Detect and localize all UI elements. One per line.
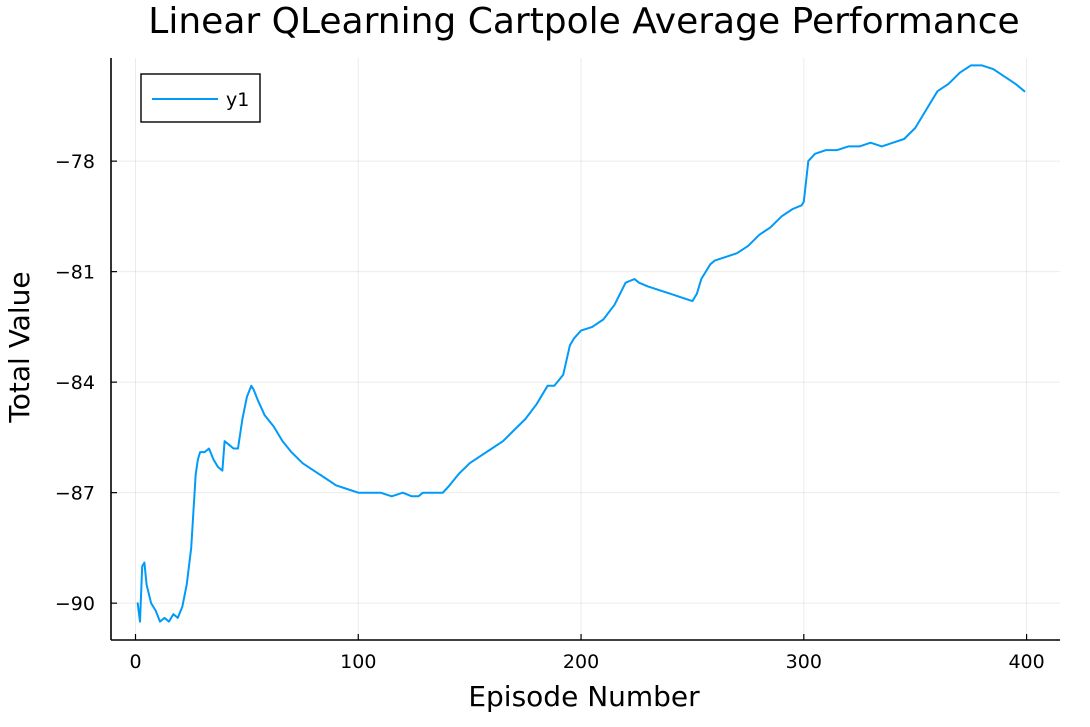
x-tick-label: 400 [1008, 651, 1044, 673]
series-line-y1 [136, 64, 1026, 623]
legend: y1 [140, 73, 261, 123]
grid [111, 58, 1060, 640]
y-tick-label: −90 [55, 593, 95, 615]
x-tick-label: 200 [563, 651, 599, 673]
x-axis-label: Episode Number [468, 680, 700, 713]
tick-labels: 0 100 200 300 400 −90 −87 −84 −81 −78 [55, 151, 1045, 673]
series-layer [136, 64, 1026, 623]
chart-title: Linear QLearning Cartpole Average Perfor… [148, 1, 1019, 42]
y-tick-label: −78 [55, 151, 95, 173]
y-axis-label: Total Value [3, 271, 36, 423]
legend-label-y1: y1 [226, 89, 249, 111]
x-tick-label: 0 [129, 651, 141, 673]
axes [110, 58, 1060, 641]
y-tick-label: −81 [55, 262, 95, 284]
y-tick-label: −84 [55, 372, 95, 394]
x-tick-label: 100 [340, 651, 376, 673]
y-tick-label: −87 [55, 483, 95, 505]
x-tick-label: 300 [786, 651, 822, 673]
